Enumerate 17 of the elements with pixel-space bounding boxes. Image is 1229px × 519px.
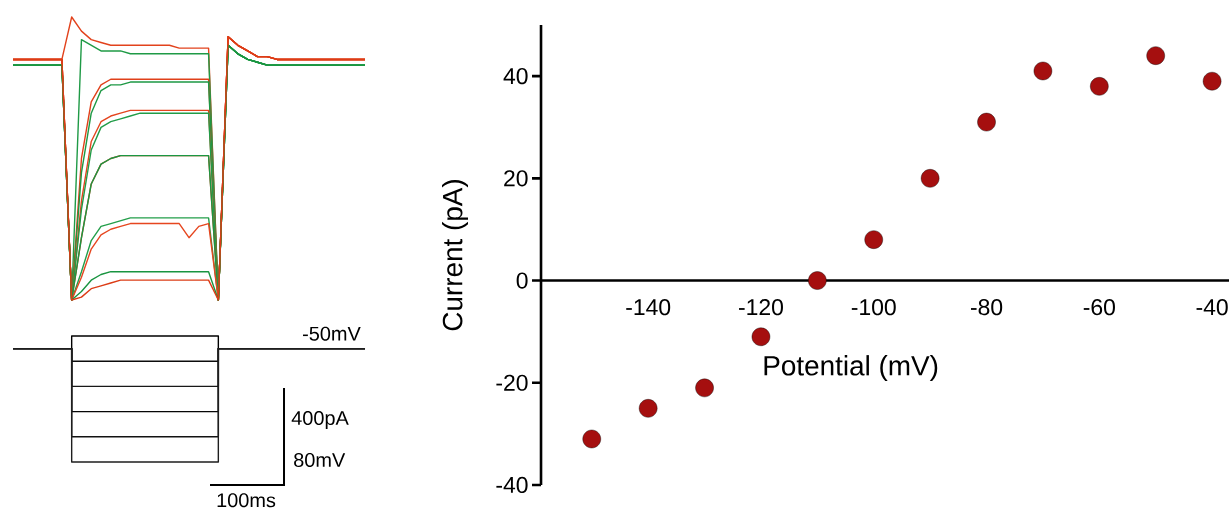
y-tick-label: 0 [516,272,528,289]
text: 100ms [217,493,276,508]
y-tick-label: 20 [504,170,528,187]
x-tick-label: -100 [851,299,896,316]
annotation: -50mV [303,326,361,341]
y-tick-label: -40 [496,476,528,494]
annotation: 400pA [291,410,349,430]
x-tick-label: -140 [626,299,671,316]
x-tick-label: -80 [970,299,1003,316]
y-axis-title: Current (pA) [442,180,468,331]
x-axis-title: Potential (mV) [764,355,938,382]
x-tick-label: -60 [1083,299,1115,316]
x-tick-label: -120 [739,299,783,316]
x-tick-label: -40 [1196,299,1228,316]
y-tick-label: -20 [496,374,528,391]
y-tick-label: 40 [503,67,528,85]
annotation: 80mV [294,452,346,468]
